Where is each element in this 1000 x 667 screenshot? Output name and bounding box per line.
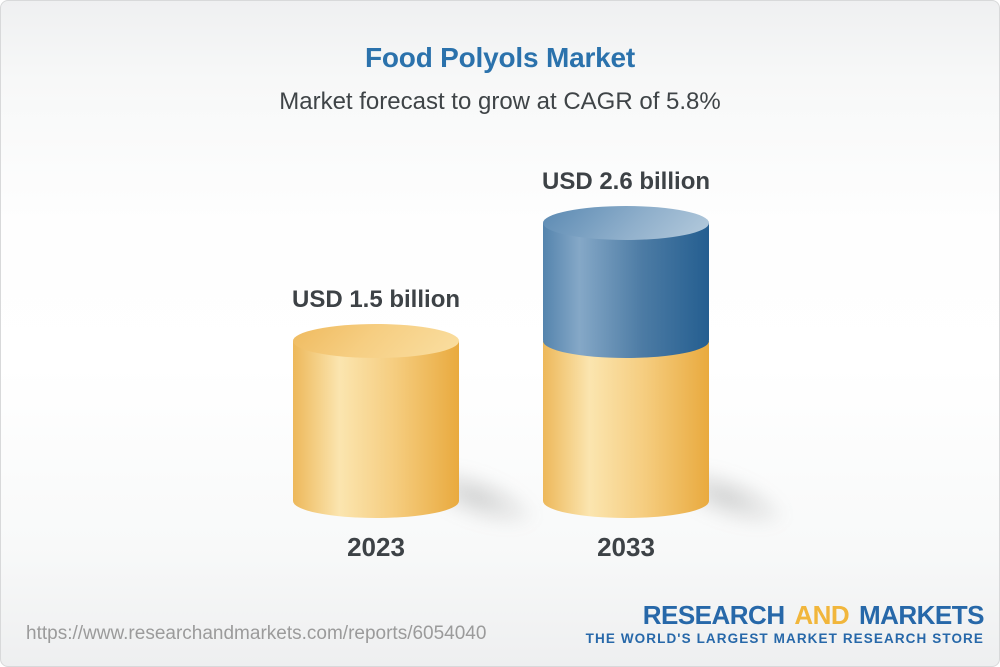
bar-2033-category-label: 2033 <box>597 532 655 562</box>
researchandmarkets-logo: RESEARCH AND MARKETS THE WORLD'S LARGEST… <box>585 600 985 646</box>
logo-wordmark: RESEARCH AND MARKETS <box>586 600 985 630</box>
logo-word-research: RESEARCH <box>642 600 785 630</box>
bar-2023-value-label: USD 1.5 billion <box>291 285 461 313</box>
bar-2033-value-label: USD 2.6 billion <box>541 167 711 195</box>
cylinder-top-cap <box>293 323 459 358</box>
cylinder-bottom-cap <box>543 323 709 358</box>
bar-2023: USD 1.5 billion 2023 <box>291 1 546 666</box>
source-url-link[interactable]: https://www.researchandmarkets.com/repor… <box>26 623 487 644</box>
logo-word-markets: MARKETS <box>858 600 985 630</box>
cylinder-top-cap <box>543 205 709 240</box>
cylinder-body <box>293 340 459 501</box>
page-title: Food Polyols Market <box>364 42 636 73</box>
bar-2023-segment-base <box>293 1 459 666</box>
bar-2023-category-label: 2023 <box>347 532 405 562</box>
bar-2033: USD 2.6 billion 2033 <box>541 1 796 666</box>
cylinder-bottom-cap <box>543 484 709 518</box>
logo-tagline: THE WORLD'S LARGEST MARKET RESEARCH STOR… <box>585 631 984 646</box>
cylinder-body <box>543 222 709 341</box>
bar-2033-segment-growth <box>543 1 709 666</box>
cylinder-bottom-cap <box>293 484 459 518</box>
cylinder-body <box>543 340 709 501</box>
chart-subtitle: Market forecast to grow at CAGR of 5.8% <box>279 88 721 115</box>
logo-word-and: AND <box>794 600 850 630</box>
bar-2033-segment-base <box>543 1 709 666</box>
